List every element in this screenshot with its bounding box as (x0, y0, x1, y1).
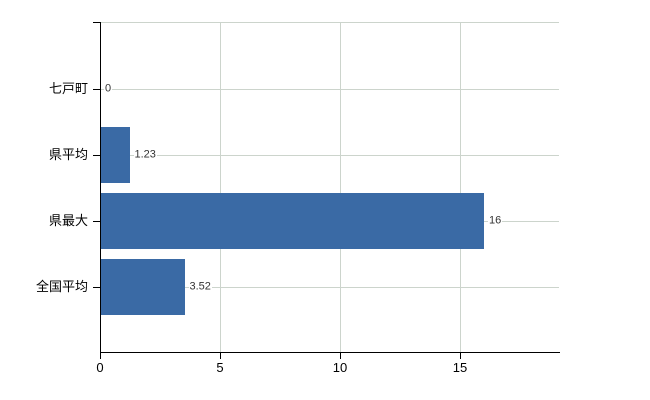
gridline-horizontal (100, 155, 559, 156)
bar-value-label: 1.23 (133, 148, 157, 162)
bar (100, 259, 185, 315)
category-label: 県最大 (48, 213, 88, 228)
x-tick-label: 10 (332, 360, 348, 375)
y-axis-end-tick (93, 22, 100, 23)
y-axis-line (100, 22, 101, 352)
bar (100, 193, 484, 249)
bar-row: 0 (100, 61, 559, 117)
gridline-vertical (340, 22, 341, 352)
x-axis-tick (460, 352, 461, 359)
plot-area: 0 1.23 16 3.52 (100, 22, 559, 352)
x-axis-tick (100, 352, 101, 359)
x-tick-label: 5 (216, 360, 224, 375)
bar-value-label: 0 (104, 82, 113, 96)
plot-top-border (100, 22, 559, 23)
category-label: 七戸町 (48, 81, 88, 96)
bar-value-label: 3.52 (188, 280, 212, 294)
bar-row: 16 (100, 193, 559, 249)
x-tick-label: 15 (452, 360, 468, 375)
y-axis-tick (93, 287, 100, 288)
gridline-horizontal (100, 287, 559, 288)
bar (100, 127, 130, 183)
gridline-vertical (220, 22, 221, 352)
y-axis-tick (93, 89, 100, 90)
x-tick-label: 0 (96, 360, 104, 375)
category-label: 県平均 (48, 147, 88, 162)
x-axis-line (100, 352, 560, 353)
category-label: 全国平均 (35, 279, 88, 294)
x-axis-tick (340, 352, 341, 359)
bar-row: 3.52 (100, 259, 559, 315)
gridline-vertical (460, 22, 461, 352)
y-axis-tick (93, 155, 100, 156)
gridline-horizontal (100, 89, 559, 90)
y-axis-tick (93, 221, 100, 222)
bar-row: 1.23 (100, 127, 559, 183)
x-axis-tick (220, 352, 221, 359)
bar-value-label: 16 (488, 214, 503, 228)
